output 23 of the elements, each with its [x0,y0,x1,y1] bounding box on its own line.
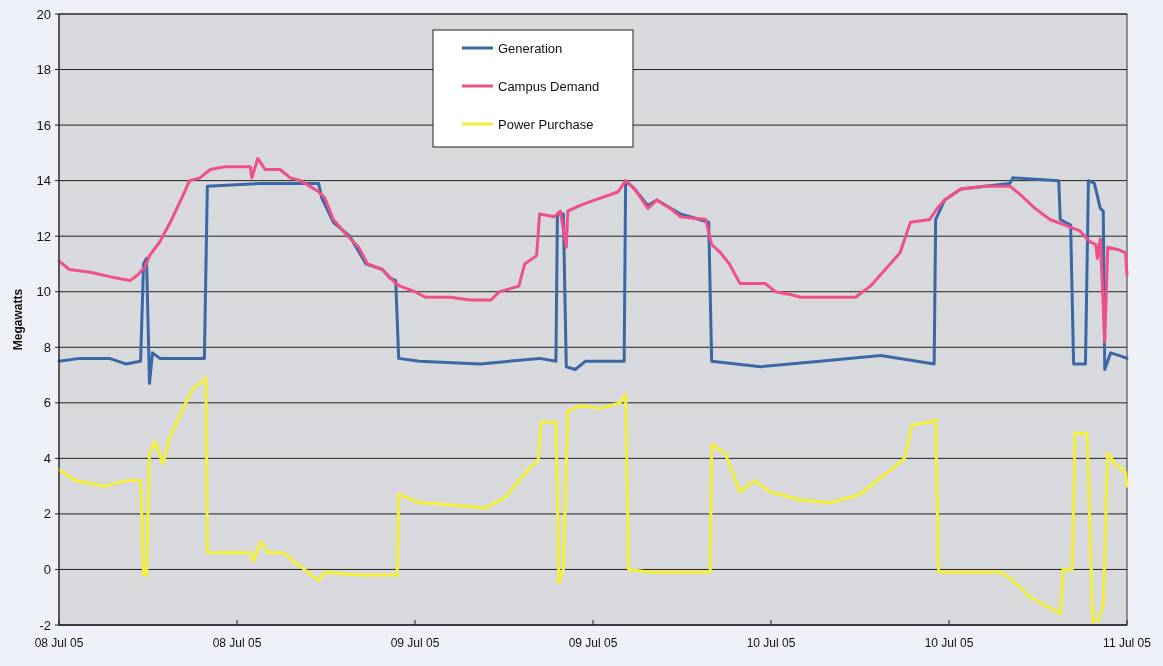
y-tick-label: 2 [43,506,51,522]
x-tick-label: 11 Jul 05 [1103,636,1152,650]
y-tick-label: 6 [43,395,51,411]
x-tick-label: 10 Jul 05 [924,636,974,650]
legend-label: Generation [498,40,563,56]
y-tick-label: 16 [36,117,51,133]
y-tick-label: 4 [43,450,51,466]
y-tick-label: 20 [36,6,51,22]
x-tick-label: 08 Jul 05 [212,636,262,650]
y-tick-label: 0 [43,562,51,577]
y-tick-label: 12 [36,228,51,244]
y-tick-label: 18 [36,62,51,78]
y-tick-label: 8 [43,339,51,355]
x-tick-label: 09 Jul 05 [568,636,618,650]
y-axis-title: Megawatts [11,288,25,351]
legend-label: Campus Demand [498,78,600,94]
y-tick-label: -2 [39,617,51,633]
x-tick-label: 08 Jul 05 [34,636,84,650]
legend-label: Power Purchase [498,116,594,132]
y-tick-label: 10 [36,284,51,300]
x-tick-label: 10 Jul 05 [746,636,796,650]
y-tick-label: 14 [36,173,51,189]
x-tick-label: 09 Jul 05 [390,636,440,650]
